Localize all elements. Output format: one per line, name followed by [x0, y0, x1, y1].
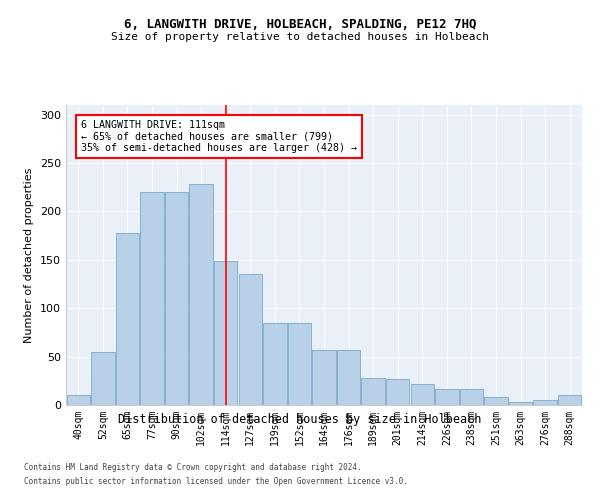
Text: Distribution of detached houses by size in Holbeach: Distribution of detached houses by size …: [118, 412, 482, 426]
Bar: [361, 378, 385, 405]
Text: Contains public sector information licensed under the Open Government Licence v3: Contains public sector information licen…: [24, 477, 408, 486]
Text: Contains HM Land Registry data © Crown copyright and database right 2024.: Contains HM Land Registry data © Crown c…: [24, 464, 362, 472]
Bar: [435, 388, 458, 405]
Bar: [509, 402, 532, 405]
Bar: [190, 184, 213, 405]
Bar: [165, 192, 188, 405]
Bar: [116, 232, 139, 405]
Bar: [386, 379, 409, 405]
Y-axis label: Number of detached properties: Number of detached properties: [25, 168, 34, 342]
Bar: [239, 274, 262, 405]
Bar: [484, 398, 508, 405]
Text: 6, LANGWITH DRIVE, HOLBEACH, SPALDING, PE12 7HQ: 6, LANGWITH DRIVE, HOLBEACH, SPALDING, P…: [124, 18, 476, 30]
Bar: [263, 322, 287, 405]
Bar: [410, 384, 434, 405]
Bar: [91, 352, 115, 405]
Bar: [533, 400, 557, 405]
Bar: [313, 350, 335, 405]
Bar: [288, 322, 311, 405]
Bar: [140, 192, 164, 405]
Text: 6 LANGWITH DRIVE: 111sqm
← 65% of detached houses are smaller (799)
35% of semi-: 6 LANGWITH DRIVE: 111sqm ← 65% of detach…: [81, 120, 357, 152]
Bar: [460, 388, 483, 405]
Bar: [558, 396, 581, 405]
Text: Size of property relative to detached houses in Holbeach: Size of property relative to detached ho…: [111, 32, 489, 42]
Bar: [214, 261, 238, 405]
Bar: [337, 350, 360, 405]
Bar: [67, 396, 90, 405]
